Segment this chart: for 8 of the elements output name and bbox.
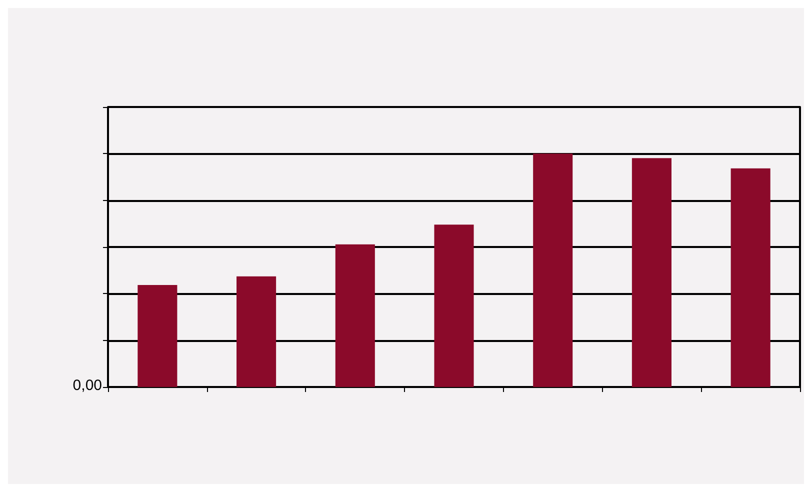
bar (632, 158, 672, 387)
bar (434, 224, 474, 387)
bar (730, 168, 770, 387)
bar (236, 276, 276, 387)
text: 0,00 (72, 377, 102, 394)
bar (533, 154, 573, 387)
bar (335, 244, 375, 387)
bar (138, 285, 178, 387)
